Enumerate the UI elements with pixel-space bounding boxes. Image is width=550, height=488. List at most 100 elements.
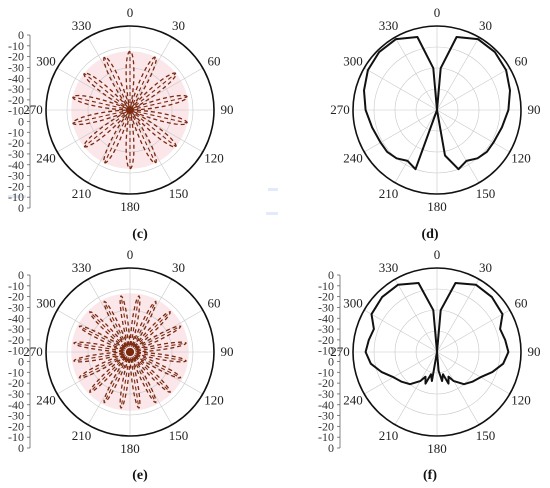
- radial-tick-label: -30: [8, 409, 24, 423]
- radial-tick-label: -20: [318, 290, 334, 304]
- lobe-spoke: [129, 351, 171, 393]
- lobe-path: [89, 351, 131, 393]
- radial-tick-label: -30: [8, 322, 24, 336]
- lobe-path: [89, 311, 131, 353]
- grid-spoke: [364, 67, 438, 111]
- radial-tick-label: -10: [8, 125, 24, 139]
- grid-spoke: [394, 351, 438, 425]
- radial-axis: 0-10-20-30-40-30-20-100-10-20-30-40-30-2…: [8, 28, 31, 215]
- radial-tick-label: -20: [8, 376, 24, 390]
- polar-grid: [353, 268, 521, 436]
- radial-axis: 0-10-20-30-40-30-20-100-10-20-30-40-30-2…: [8, 268, 31, 455]
- radial-tick-label: -10: [8, 344, 24, 358]
- radial-tick-label: 0: [18, 115, 24, 129]
- angle-tick-label: 30: [172, 260, 185, 275]
- lobe-spoke: [83, 72, 131, 111]
- angle-tick-label: 330: [72, 18, 92, 33]
- lobe-path: [129, 351, 171, 393]
- grid-spoke: [436, 109, 480, 183]
- radial-tick-label: -40: [8, 311, 24, 325]
- radial-tick-label: -10: [8, 279, 24, 293]
- angle-tick-label: 240: [36, 151, 56, 166]
- angle-tick-label: 30: [479, 18, 492, 33]
- radial-tick-label: -30: [8, 82, 24, 96]
- radial-tick-label: -20: [8, 419, 24, 433]
- lobe-spoke: [120, 295, 131, 353]
- panel-label: (f): [423, 468, 437, 483]
- angle-tick-label: 0: [127, 247, 134, 262]
- angle-tick-label: 300: [343, 54, 363, 69]
- lobe-spoke: [120, 351, 131, 409]
- angle-tick-label: 180: [120, 441, 140, 456]
- lobe-spoke: [129, 109, 177, 148]
- angle-tick-label: 150: [169, 428, 189, 443]
- radial-tick-label: 0: [18, 28, 24, 42]
- pattern-line: [364, 282, 510, 386]
- outer-ring: [352, 25, 522, 195]
- radial-tick-label: -10: [318, 344, 334, 358]
- angle-tick-label: 60: [208, 296, 221, 311]
- lobe-path: [129, 311, 171, 353]
- lobe-path: [129, 294, 141, 353]
- background-artifacts: [8, 188, 278, 215]
- angle-tick-label: 210: [72, 428, 92, 443]
- radial-tick-label: -20: [8, 93, 24, 107]
- lobe-spoke: [73, 342, 131, 353]
- lobe-spoke: [89, 351, 131, 393]
- angle-tick-label: 150: [476, 186, 496, 201]
- lobe-path: [129, 341, 188, 353]
- angle-tick-label: 90: [221, 102, 234, 117]
- radial-tick-label: -20: [8, 50, 24, 64]
- lobe-spoke: [129, 109, 157, 164]
- angle-tick-label: 150: [169, 186, 189, 201]
- lobe-spoke: [129, 351, 140, 409]
- lobe-spoke: [129, 351, 187, 362]
- outer-ring: [45, 267, 215, 437]
- angle-tick-label: 30: [479, 260, 492, 275]
- angle-tick-label: 90: [221, 344, 234, 359]
- radial-tick-label: -20: [318, 333, 334, 347]
- angle-tick-label: 330: [72, 260, 92, 275]
- radial-tick-label: -20: [8, 136, 24, 150]
- angle-tick-label: 60: [208, 54, 221, 69]
- grid-spoke: [129, 109, 173, 183]
- radial-tick-label: -30: [318, 300, 334, 314]
- radial-tick-label: -10: [8, 365, 24, 379]
- grid-spoke: [436, 67, 510, 111]
- radial-tick-label: -10: [318, 279, 334, 293]
- radial-tick-label: -10: [318, 430, 334, 444]
- lobe-spoke: [129, 311, 171, 353]
- series-solid: [363, 36, 511, 171]
- polar-grid: [353, 26, 521, 194]
- series-solid: [364, 282, 510, 386]
- angle-tick-label: 60: [515, 296, 528, 311]
- grid-spoke: [436, 37, 480, 111]
- grid-spoke: [436, 279, 480, 353]
- angle-tick-label: 180: [427, 441, 447, 456]
- radial-tick-label: 0: [18, 268, 24, 282]
- radial-tick-label: -20: [8, 179, 24, 193]
- grid-spoke: [436, 309, 510, 353]
- grid-spoke: [87, 109, 131, 183]
- lobe-spoke: [129, 351, 181, 379]
- angle-tick-label: 330: [379, 260, 399, 275]
- angle-tick-label: 210: [379, 186, 399, 201]
- lobe-path: [119, 294, 131, 353]
- radial-tick-label: -30: [318, 409, 334, 423]
- lobe-spoke: [103, 301, 131, 353]
- radial-tick-label: -40: [8, 71, 24, 85]
- lobe-spoke: [129, 342, 187, 353]
- angle-tick-label: 270: [23, 102, 43, 117]
- angle-tick-label: 270: [23, 344, 43, 359]
- lobe-path: [119, 351, 131, 410]
- lobe-spoke: [83, 109, 131, 148]
- grid-spoke: [394, 279, 438, 353]
- angle-tick-label: 120: [204, 151, 224, 166]
- lobe-spoke: [79, 325, 131, 353]
- radial-tick-label: -30: [8, 60, 24, 74]
- lobe-spoke: [73, 351, 131, 362]
